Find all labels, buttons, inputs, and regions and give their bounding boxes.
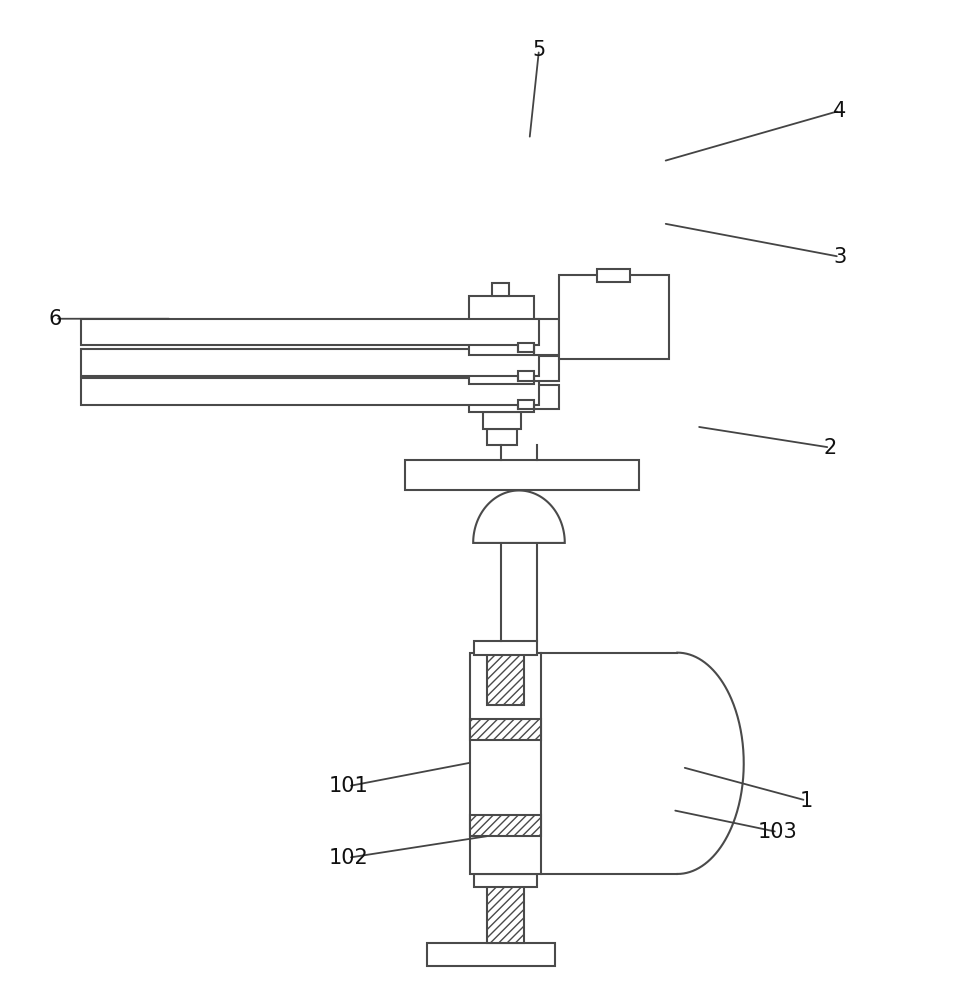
Bar <box>405 460 639 490</box>
Bar <box>470 653 540 874</box>
Bar <box>517 371 534 381</box>
Bar <box>81 319 538 345</box>
Text: 103: 103 <box>757 822 797 842</box>
Bar <box>487 653 523 705</box>
Bar <box>470 815 540 836</box>
Bar <box>486 429 517 445</box>
Bar <box>534 356 558 381</box>
Text: 3: 3 <box>832 247 845 267</box>
Bar <box>81 349 538 376</box>
Bar <box>492 283 509 296</box>
Bar <box>517 343 534 352</box>
Text: 4: 4 <box>832 101 845 121</box>
Text: 1: 1 <box>799 791 812 811</box>
Text: 2: 2 <box>822 438 836 458</box>
Bar <box>517 400 534 409</box>
Bar <box>474 641 537 655</box>
Bar <box>558 275 668 359</box>
Bar <box>469 384 534 412</box>
Bar <box>470 719 540 740</box>
Text: 6: 6 <box>49 309 62 329</box>
Bar <box>469 355 534 384</box>
Polygon shape <box>473 490 564 543</box>
Bar <box>487 885 523 943</box>
Bar <box>81 378 538 405</box>
Bar <box>534 385 558 409</box>
Bar <box>469 296 534 355</box>
Bar <box>474 874 537 887</box>
Bar <box>427 943 555 966</box>
Text: 101: 101 <box>328 776 368 796</box>
Bar <box>482 412 520 429</box>
Bar <box>534 319 558 355</box>
Text: 102: 102 <box>328 848 368 868</box>
Text: 5: 5 <box>532 40 545 60</box>
Bar <box>597 269 629 282</box>
